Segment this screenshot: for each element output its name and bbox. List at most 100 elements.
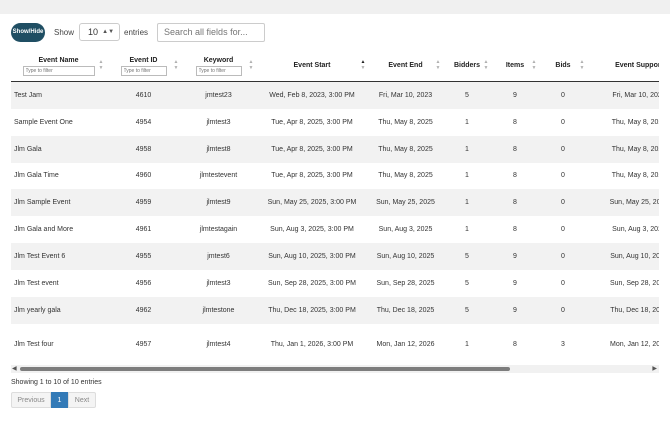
sort-icon[interactable]: ▲ ▼ <box>483 59 489 71</box>
sort-down-icon: ▼ <box>248 65 254 71</box>
sort-icon[interactable]: ▲ ▼ <box>173 59 179 71</box>
column-header-event-end[interactable]: Event End ▲ ▼ <box>368 50 443 82</box>
events-table: Event Name▲▼Event ID▲▼Keyword▲▼Event Sta… <box>11 50 659 364</box>
event-start-cell: Wed, Feb 8, 2023, 3:00 PM <box>269 91 355 99</box>
event-name-cell: Jlm yearly gala <box>14 306 61 314</box>
bidders-cell: 1 <box>465 198 469 206</box>
sort-icon[interactable]: ▲ ▼ <box>360 59 366 71</box>
column-header-content: Keyword <box>181 56 256 76</box>
event-id-cell: 4954 <box>135 118 152 126</box>
page-1-button[interactable]: 1 <box>51 392 68 408</box>
sort-up-icon: ▲ <box>173 59 179 65</box>
sort-icon[interactable]: ▲ ▼ <box>98 59 104 71</box>
column-header-event-name[interactable]: Event Name ▲▼ <box>11 50 106 82</box>
page-length-select[interactable]: 10 ▲▼ <box>79 23 121 41</box>
table-row[interactable]: Jlm Test Event 6 4955 jmtest6 Sun, Aug 10, … <box>11 242 659 270</box>
sort-icon[interactable]: ▲ ▼ <box>248 59 254 71</box>
horizontal-scrollbar[interactable]: ◀ ▶ <box>11 365 659 373</box>
sort-icon[interactable]: ▲ ▼ <box>579 59 585 71</box>
table-info: Showing 1 to 10 of 10 entries <box>11 379 102 386</box>
table-row[interactable]: Sample Event One 4954 jlmtest3 Tue, Apr 8, … <box>11 108 659 136</box>
next-button[interactable]: Next <box>68 392 96 408</box>
event-name-cell: Jlm Gala <box>14 145 42 153</box>
column-header-keyword[interactable]: Keyword ▲▼ <box>181 50 256 82</box>
column-header-label: Bidders <box>453 62 481 69</box>
show-label: Show <box>54 27 75 37</box>
bids-cell: 0 <box>561 198 565 206</box>
column-header-content: Items <box>491 61 539 70</box>
bids-cell: 0 <box>561 172 565 179</box>
event-support-cell: Thu, May 8, 2025 <box>611 118 659 126</box>
column-header-event-support[interactable]: Event Support▲▼ <box>587 50 659 82</box>
column-header-event-id[interactable]: Event ID ▲▼ <box>106 50 181 82</box>
column-header-content: Bids <box>539 61 587 70</box>
event-support-cell: Thu, May 8, 2025 <box>611 145 659 153</box>
items-cell: 9 <box>513 306 517 314</box>
column-header-label: Event Name <box>38 56 79 64</box>
scroll-left-icon[interactable]: ◀ <box>12 366 17 372</box>
keyword-filter-input[interactable] <box>195 65 242 76</box>
bidders-cell: 1 <box>465 145 469 153</box>
sort-up-icon: ▲ <box>579 59 585 65</box>
event-id-cell: 4960 <box>135 172 152 179</box>
event-end-cell: Thu, May 8, 2025 <box>378 172 433 179</box>
event-name-cell: Jlm Test event <box>14 279 59 287</box>
column-header-content: Event Name <box>11 56 106 76</box>
scroll-right-icon[interactable]: ▶ <box>652 366 657 372</box>
event-support-cell: Thu, Dec 18, 2025 <box>610 306 659 314</box>
bidders-cell: 5 <box>465 306 469 314</box>
event-start-cell: Thu, Jan 1, 2026, 3:00 PM <box>270 340 354 348</box>
column-header-items[interactable]: Items ▲ ▼ <box>491 50 539 82</box>
bidders-cell: 5 <box>465 91 469 99</box>
event-start-cell: Sun, May 25, 2025, 3:00 PM <box>267 198 357 206</box>
column-header-content: Bidders <box>443 61 491 70</box>
keyword-cell: jlmtest8 <box>206 145 231 153</box>
table-row[interactable]: Jlm Gala and More 4961 jlmtestagain Sun, Au… <box>11 215 659 243</box>
event-end-cell: Sun, Aug 3, 2025 <box>378 225 433 233</box>
sort-down-icon: ▼ <box>435 65 441 71</box>
page-length-value: 10 <box>88 27 99 37</box>
show-hide-button[interactable]: Show/Hide <box>11 22 45 42</box>
column-header-label: Event Start <box>293 62 331 69</box>
sort-down-icon: ▼ <box>98 65 104 71</box>
sort-icon[interactable]: ▲ ▼ <box>435 59 441 71</box>
table-row[interactable]: Jlm Gala 4958 jlmtest8 Tue, Apr 8, 2025, 3:… <box>11 135 659 163</box>
sort-down-icon: ▼ <box>360 65 366 71</box>
keyword-cell: jmtest23 <box>205 91 232 99</box>
column-header-event-start[interactable]: Event Start ▲ ▼ <box>256 50 368 82</box>
table-row[interactable]: Jlm Gala Time 4960 jlmtestevent Tue, Apr 8,… <box>11 162 659 189</box>
event-name-cell: Jlm Sample Event <box>14 198 71 206</box>
event-end-cell: Sun, Sep 28, 2025 <box>376 279 435 287</box>
event-name-filter-input[interactable] <box>22 65 95 76</box>
event-support-cell: Sun, Sep 28, 2025 <box>610 279 659 287</box>
event-name-cell: Jlm Test four <box>14 340 54 348</box>
column-header-content: Event End <box>368 61 443 70</box>
event-start-cell: Tue, Apr 8, 2025, 3:00 PM <box>271 118 353 126</box>
event-id-filter-input[interactable] <box>120 65 167 76</box>
table-row[interactable]: Test Jam 4610 jmtest23 Wed, Feb 8, 2023, 3:… <box>11 81 659 109</box>
keyword-cell: jlmtest9 <box>206 198 231 206</box>
event-name-cell: Jlm Gala Time <box>14 172 59 179</box>
table-row[interactable]: Jlm Sample Event 4959 jlmtest9 Sun, May 25,… <box>11 188 659 216</box>
chevron-updown-icon: ▲▼ <box>102 29 115 35</box>
table-row[interactable]: Jlm Test four 4957 jlmtest4 Thu, Jan 1, 202… <box>11 323 659 364</box>
event-support-cell: Sun, Aug 10, 2025 <box>610 252 659 260</box>
column-header-content: Event Support <box>587 61 659 70</box>
event-name-cell: Jlm Gala and More <box>14 225 74 233</box>
table-row[interactable]: Jlm Test event 4956 jlmtest3 Sun, Sep 28, 2… <box>11 269 659 297</box>
event-name-cell: Test Jam <box>14 91 43 99</box>
table-row[interactable]: Jlm yearly gala 4962 jlmtestone Thu, Dec 18… <box>11 296 659 324</box>
items-cell: 8 <box>513 172 517 179</box>
column-header-bidders[interactable]: Bidders ▲ ▼ <box>443 50 491 82</box>
bidders-cell: 5 <box>465 252 469 260</box>
sort-icon[interactable]: ▲ ▼ <box>531 59 537 71</box>
column-header-bids[interactable]: Bids ▲ ▼ <box>539 50 587 82</box>
event-id-cell: 4958 <box>135 145 152 153</box>
previous-button[interactable]: Previous <box>11 392 51 408</box>
bids-cell: 0 <box>561 118 565 126</box>
scrollbar-thumb[interactable] <box>20 367 510 371</box>
search-input[interactable] <box>157 22 266 42</box>
column-header-content: Event ID <box>106 56 181 76</box>
keyword-cell: jlmtest3 <box>206 118 231 126</box>
table-header-row: Event Name▲▼Event ID▲▼Keyword▲▼Event Sta… <box>11 50 659 82</box>
